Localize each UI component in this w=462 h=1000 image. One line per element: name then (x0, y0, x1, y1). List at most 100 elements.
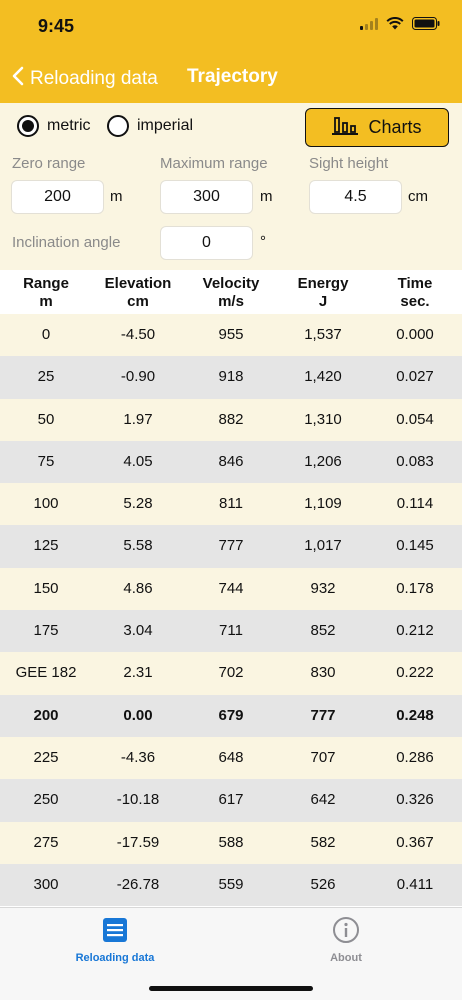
tab-label-about: About (330, 952, 362, 964)
cell-range: 225 (33, 748, 59, 766)
status-icons (360, 17, 440, 35)
cell-time: 0.000 (396, 326, 434, 343)
zero-range-unit: m (110, 188, 123, 205)
cell-range: 75 (37, 452, 55, 470)
cell-elevation: -26.78 (116, 875, 160, 893)
cell-energy: 707 (310, 748, 336, 766)
cell-velocity: 955 (218, 326, 244, 343)
maximum-range-unit: m (260, 188, 273, 205)
table-row: 75 4.05 846 1,206 0.083 (0, 440, 462, 484)
cell-elevation: -10.18 (116, 791, 160, 809)
maximum-range-input[interactable] (160, 180, 253, 214)
radio-selected-icon (17, 115, 39, 137)
column-header-velocity: Velocity m/s (202, 275, 260, 310)
tab-reloading-data[interactable]: Reloading data (55, 916, 175, 964)
table-header: Range m Elevation cm Velocity m/s Energy J T… (0, 270, 462, 314)
cell-elevation: -0.90 (120, 368, 156, 386)
charts-label: Charts (368, 117, 422, 137)
cell-elevation: -17.59 (116, 833, 160, 851)
cell-elevation: 4.05 (123, 452, 153, 470)
maximum-range-label: Maximum range (160, 155, 268, 172)
zero-range-input[interactable] (11, 180, 104, 214)
column-header-range: Range m (23, 275, 69, 310)
table-row: 225 -4.36 648 707 0.286 (0, 736, 462, 780)
cell-time: 0.145 (396, 537, 434, 555)
cell-range: 250 (33, 791, 59, 809)
tab-bar: Reloading data About (0, 907, 462, 1000)
inclination-angle-input[interactable] (160, 226, 253, 260)
cell-elevation: 3.04 (123, 622, 153, 640)
cell-time: 0.027 (396, 368, 434, 386)
wifi-icon (386, 17, 404, 35)
cell-elevation: -4.36 (120, 748, 156, 766)
radio-unselected-icon (107, 115, 129, 137)
status-time: 9:45 (38, 16, 75, 36)
cell-range: 275 (33, 833, 59, 851)
cell-range: 200 (33, 706, 59, 724)
cell-energy: 1,109 (304, 495, 342, 513)
cell-energy: 582 (310, 833, 336, 851)
column-header-time: Time sec. (397, 275, 433, 310)
table-row: 50 1.97 882 1,310 0.054 (0, 398, 462, 441)
cell-time: 0.054 (396, 410, 434, 428)
cell-velocity: 711 (219, 622, 243, 640)
cell-time: 0.114 (396, 495, 434, 513)
battery-icon (412, 17, 440, 35)
metric-radio[interactable]: metric (17, 115, 91, 137)
cell-range: 175 (33, 622, 59, 640)
cell-velocity: 811 (219, 495, 243, 513)
cell-elevation: 5.58 (123, 537, 153, 555)
table-row: 175 3.04 711 852 0.212 (0, 610, 462, 653)
cell-energy: 1,537 (304, 326, 342, 343)
tab-label-reloading-data: Reloading data (75, 952, 155, 964)
cell-velocity: 744 (218, 579, 244, 597)
cell-velocity: 846 (218, 452, 244, 470)
cell-elevation: 2.31 (123, 664, 153, 682)
column-header-energy: Energy J (297, 275, 349, 310)
cell-time: 0.286 (396, 748, 434, 766)
cell-energy: 932 (310, 579, 336, 597)
imperial-label: imperial (137, 117, 194, 134)
info-icon (332, 917, 360, 948)
sight-height-unit: cm (408, 188, 428, 205)
cell-velocity: 702 (218, 664, 244, 682)
cell-elevation: 1.97 (123, 410, 153, 428)
cell-range: GEE 182 (15, 664, 77, 682)
back-label: Reloading data (30, 68, 158, 89)
back-button[interactable]: Reloading data (12, 66, 158, 92)
cell-elevation: 4.86 (123, 579, 153, 597)
nav-header: 9:45 Reloading data Trajectory (0, 0, 462, 103)
cell-time: 0.222 (396, 664, 434, 682)
table-row: 150 4.86 744 932 0.178 (0, 567, 462, 611)
cell-velocity: 882 (218, 410, 244, 428)
cell-energy: 830 (310, 664, 336, 682)
cell-energy: 526 (310, 875, 336, 893)
table-row: 300 -26.78 559 526 0.411 (0, 863, 462, 907)
inclination-angle-label: Inclination angle (12, 234, 121, 251)
cell-velocity: 777 (218, 537, 244, 555)
cell-time: 0.248 (396, 706, 434, 724)
sight-height-input[interactable] (309, 180, 402, 214)
cell-time: 0.178 (396, 579, 434, 597)
metric-label: metric (47, 117, 91, 134)
charts-button[interactable]: Charts (305, 108, 449, 147)
table-row: 275 -17.59 588 582 0.367 (0, 821, 462, 864)
bar-chart-icon (332, 114, 368, 141)
cell-energy: 642 (310, 791, 336, 809)
cell-velocity: 588 (218, 833, 244, 851)
cell-energy: 852 (310, 622, 336, 640)
tab-about[interactable]: About (286, 916, 406, 964)
table-row: 250 -10.18 617 642 0.326 (0, 779, 462, 822)
trajectory-table-body: 0 -4.50 955 1,537 0.000 25 -0.90 918 1,420 0.027 5… (0, 314, 462, 907)
chevron-left-icon (12, 66, 30, 92)
table-row: GEE 182 2.31 702 830 0.222 (0, 652, 462, 695)
sight-height-label: Sight height (309, 155, 389, 172)
signal-icon (360, 17, 378, 35)
cell-range: 125 (33, 537, 59, 555)
cell-time: 0.367 (396, 833, 434, 851)
cell-time: 0.411 (396, 875, 434, 893)
cell-energy: 1,017 (304, 537, 342, 555)
table-row: 25 -0.90 918 1,420 0.027 (0, 356, 462, 399)
cell-velocity: 648 (218, 748, 244, 766)
imperial-radio[interactable]: imperial (107, 115, 193, 137)
